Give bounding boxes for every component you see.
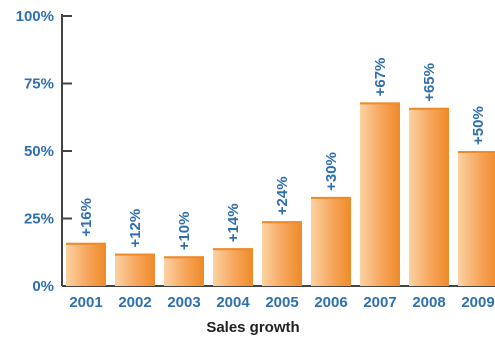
y-tick-label: 100% <box>16 8 54 25</box>
data-label: +67% <box>372 58 389 97</box>
x-tick-label: 2008 <box>412 294 445 311</box>
data-label: +10% <box>176 212 193 251</box>
bar-2003 <box>164 256 204 286</box>
bar-2001 <box>66 242 106 286</box>
data-label: +16% <box>78 198 95 237</box>
bars <box>66 102 495 287</box>
bar-top-edge <box>164 256 204 259</box>
x-tick-label: 2003 <box>167 294 200 311</box>
bar-2005 <box>262 221 302 286</box>
x-tick-label: 2005 <box>265 294 298 311</box>
bar-top-edge <box>409 107 449 110</box>
y-tick-label: 75% <box>24 76 54 93</box>
bar-2009 <box>458 151 495 286</box>
x-tick-label: 2004 <box>216 294 250 311</box>
y-tick-label: 0% <box>32 278 54 295</box>
x-tick-label: 2001 <box>69 294 102 311</box>
data-label: +30% <box>323 152 340 191</box>
x-tick-label: 2007 <box>363 294 396 311</box>
y-tick-label: 50% <box>24 143 54 160</box>
x-tick-label: 2009 <box>461 294 494 311</box>
bar-2007 <box>360 102 400 287</box>
bar-top-edge <box>66 242 106 245</box>
bar-2004 <box>213 248 253 286</box>
data-label: +24% <box>274 176 291 215</box>
bar-2006 <box>311 196 351 286</box>
x-tick-label: 2006 <box>314 294 347 311</box>
bar-2008 <box>409 107 449 286</box>
bar-top-edge <box>458 151 495 153</box>
bar-top-edge <box>262 221 302 224</box>
bar-top-edge <box>311 196 351 199</box>
bar-top-edge <box>115 253 155 256</box>
bar-top-edge <box>213 248 253 251</box>
data-label: +12% <box>127 209 144 248</box>
y-tick-label: 25% <box>24 211 54 228</box>
data-labels: 2001 +16% 2002 +12% 2003 +10% 2004 +14% 2005 +24%… <box>69 58 494 311</box>
data-label: +65% <box>421 63 438 102</box>
data-label: +50% <box>470 106 487 145</box>
bar-top-edge <box>360 102 400 105</box>
x-tick-label: 2002 <box>118 294 151 311</box>
x-axis-label: Sales growth <box>206 319 299 336</box>
data-label: +14% <box>225 203 242 242</box>
bar-2002 <box>115 253 155 286</box>
